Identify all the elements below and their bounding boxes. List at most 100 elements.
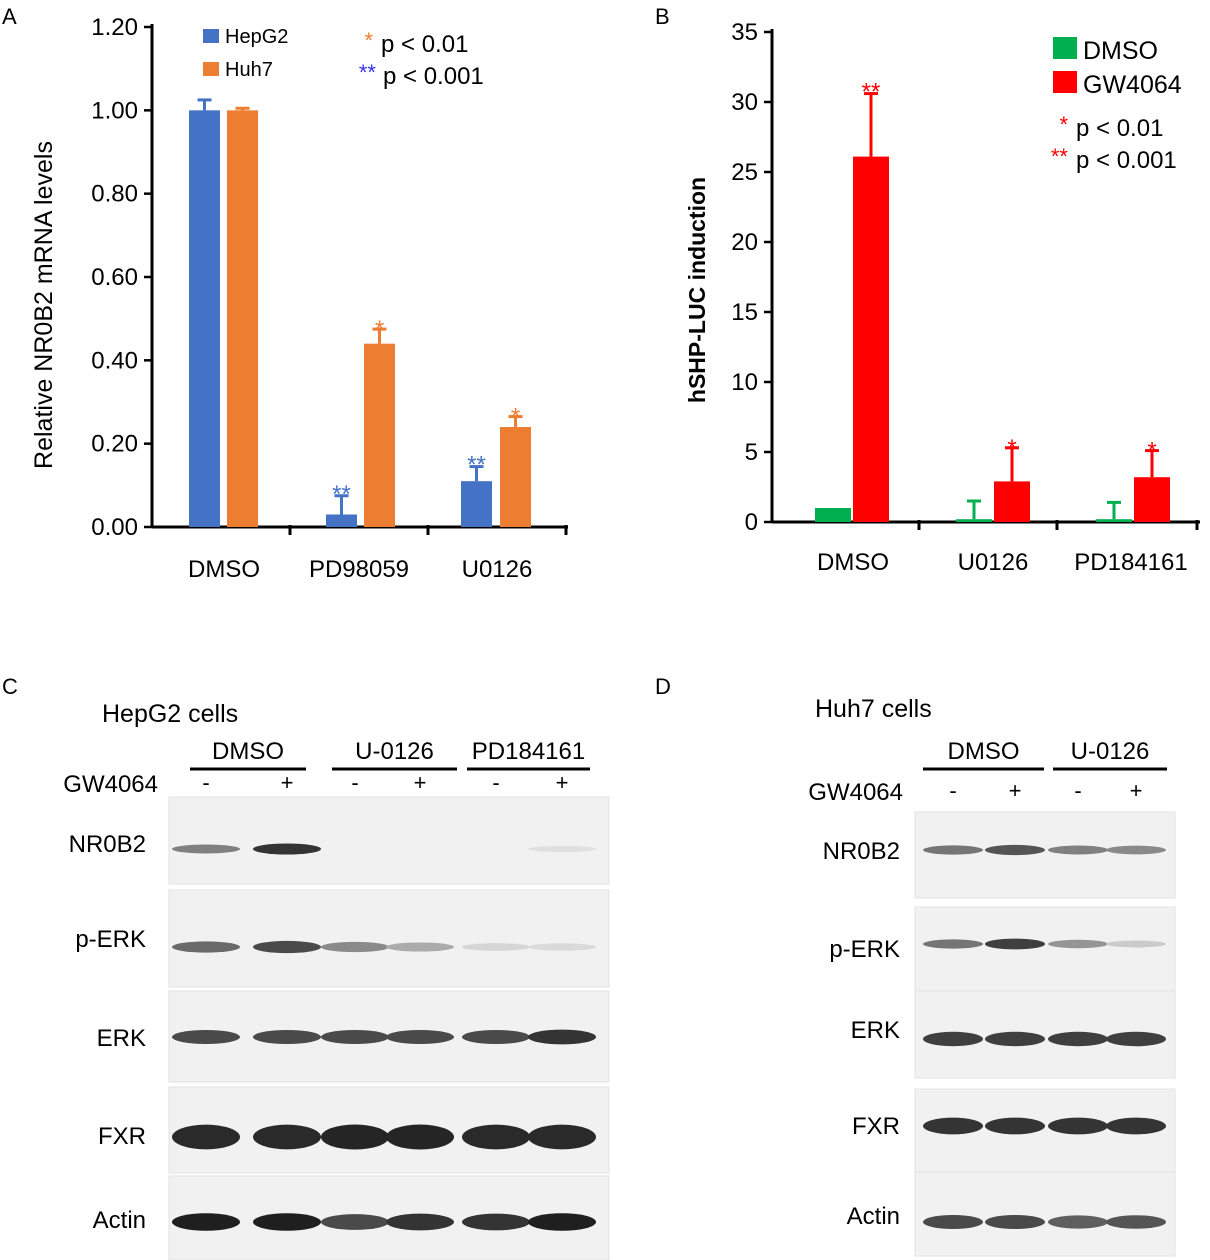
bar: [326, 514, 357, 527]
blot-band: [321, 941, 389, 953]
blot-band: [1048, 1031, 1108, 1047]
blot-band: [1106, 845, 1166, 855]
lane-sign: +: [414, 770, 427, 795]
blot-band: [253, 940, 321, 954]
bar: [956, 519, 992, 522]
blot-row-label: p-ERK: [75, 926, 146, 953]
lane-sign: +: [1009, 778, 1022, 803]
blot-row-label: ERK: [97, 1025, 146, 1052]
blot-group-label: DMSO: [948, 738, 1020, 765]
blot-band: [172, 844, 240, 854]
blot-band: [321, 1214, 389, 1230]
blot-title: Huh7 cells: [815, 695, 932, 723]
blot-band: [172, 1030, 240, 1044]
legend-label: GW4064: [1083, 71, 1182, 99]
blot-group-label: U-0126: [355, 738, 434, 765]
significance-legend-marker: *: [1059, 112, 1068, 137]
panel-letter: D: [655, 674, 671, 699]
blot-band: [1106, 1031, 1166, 1047]
blot-band: [253, 843, 321, 855]
blot-band: [386, 1124, 454, 1150]
significance-marker: *: [511, 404, 520, 431]
significance-marker: *: [1147, 438, 1156, 465]
panel-c: C HepG2 cells DMSO U-0126 PD184161 GW4064 - + - +…: [2, 674, 610, 1260]
significance-legend-marker: **: [359, 60, 377, 85]
blot-band: [923, 845, 983, 855]
bar: [1134, 477, 1170, 522]
blot-row-label: NR0B2: [69, 831, 146, 858]
x-tick-label: DMSO: [188, 556, 260, 583]
blot-band: [985, 1215, 1045, 1229]
significance-marker: *: [1007, 435, 1016, 462]
blot-band: [923, 1031, 983, 1047]
blot-band: [1048, 1215, 1108, 1229]
significance-marker: **: [332, 481, 351, 508]
blot-band: [1106, 1117, 1166, 1135]
bar: [853, 156, 889, 522]
panel-d: D Huh7 cells DMSO U-0126 GW4064 - + - + NR0B2 p-ER…: [655, 674, 1176, 1257]
bar: [1096, 519, 1132, 522]
x-tick-label: U0126: [462, 556, 533, 583]
blot-title: HepG2 cells: [102, 700, 238, 728]
lane-sign: +: [281, 770, 294, 795]
y-tick-label: 1.20: [91, 14, 138, 41]
panel-letter: C: [2, 674, 18, 699]
significance-legend-marker: **: [1051, 144, 1069, 169]
blot-band: [386, 942, 454, 952]
y-tick-label: 0.40: [91, 347, 138, 374]
lane-sign: -: [492, 770, 499, 795]
blot-band: [462, 1213, 530, 1231]
y-tick-label: 0.00: [91, 514, 138, 541]
treatment-label: GW4064: [63, 771, 158, 798]
legend-label: DMSO: [1083, 37, 1158, 65]
blot-band: [462, 1124, 530, 1150]
y-tick-label: 0.20: [91, 431, 138, 458]
y-tick-label: 35: [731, 19, 758, 46]
blot-band: [528, 1124, 596, 1150]
blot-row-label: FXR: [98, 1123, 146, 1150]
x-tick-label: PD184161: [1074, 549, 1187, 576]
y-tick-label: 20: [731, 229, 758, 256]
blot-band: [1048, 939, 1108, 949]
legend-label: Huh7: [225, 59, 273, 81]
y-tick-label: 0.60: [91, 264, 138, 291]
blot-band: [985, 1117, 1045, 1135]
lane-sign: -: [1074, 778, 1081, 803]
y-axis-label: hSHP-LUC induction: [684, 177, 710, 403]
bar: [994, 481, 1030, 522]
blot-membrane: [914, 906, 1176, 992]
treatment-label: GW4064: [808, 779, 903, 806]
lane-sign: -: [202, 770, 209, 795]
significance-legend-label: p < 0.001: [1076, 147, 1177, 174]
significance-legend-label: p < 0.001: [383, 63, 484, 90]
blot-band: [253, 1030, 321, 1044]
blot-band: [321, 1124, 389, 1150]
x-tick-label: U0126: [958, 549, 1029, 576]
blot-band: [528, 1213, 596, 1231]
panel-letter: B: [655, 4, 670, 29]
blot-band: [1106, 1215, 1166, 1229]
blot-band: [1048, 1117, 1108, 1135]
blot-band: [923, 1215, 983, 1229]
blot-band: [528, 1029, 596, 1045]
blot-band: [172, 1213, 240, 1231]
y-tick-label: 5: [745, 439, 758, 466]
legend-swatch: [203, 62, 219, 76]
panel-letter: A: [2, 4, 17, 29]
y-tick-label: 30: [731, 89, 758, 116]
y-tick-label: 15: [731, 299, 758, 326]
blot-band: [528, 943, 596, 951]
significance-legend-marker: *: [364, 28, 373, 53]
x-tick-label: PD98059: [309, 556, 409, 583]
blot-band: [321, 1030, 389, 1044]
blot-band: [386, 1213, 454, 1231]
blot-band: [985, 1031, 1045, 1047]
blot-row-label: p-ERK: [829, 936, 900, 963]
blot-group-label: DMSO: [212, 738, 284, 765]
blot-band: [253, 1124, 321, 1150]
bar: [500, 427, 531, 527]
blot-membrane: [914, 811, 1176, 899]
legend-swatch: [1053, 37, 1077, 59]
